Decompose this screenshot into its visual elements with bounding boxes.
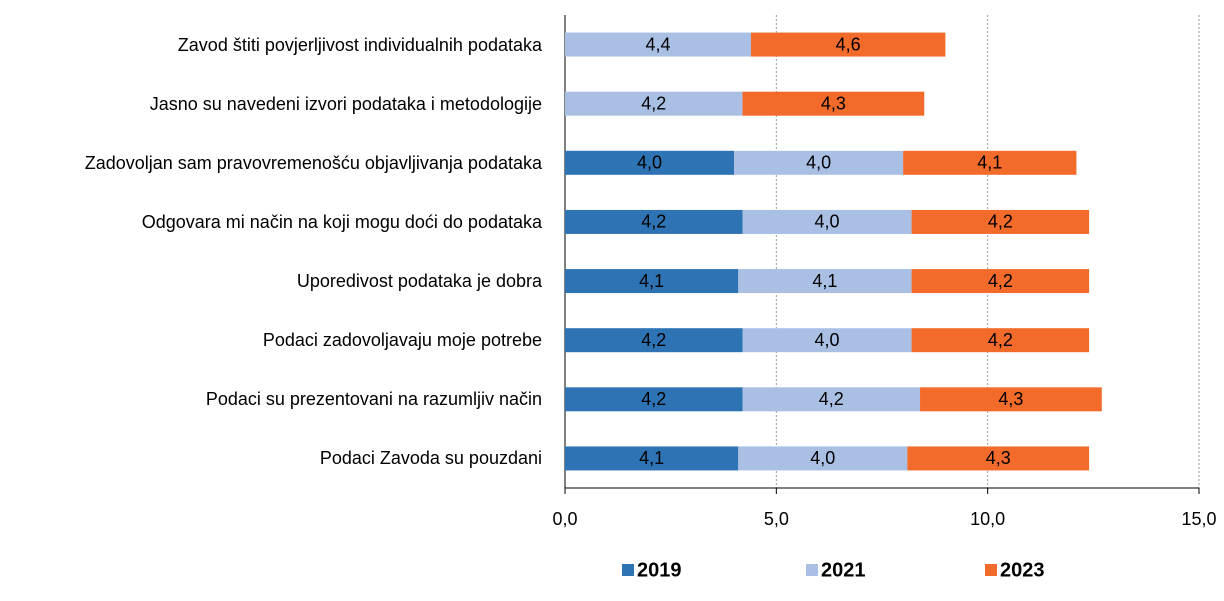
- bar-segment: [565, 91, 743, 116]
- data-label: 4,1: [639, 448, 664, 468]
- category-text: Podaci Zavoda su pouzdani: [319, 448, 542, 469]
- legend-swatch: [806, 564, 818, 576]
- legend-label: 2019: [637, 559, 682, 581]
- bar-segment: [565, 32, 751, 57]
- x-tick-label: 0,0: [552, 509, 577, 529]
- category-text: Jasno su navedeni izvori podataka i meto…: [149, 93, 542, 114]
- bar-segment: [911, 328, 1090, 353]
- data-label: 4,2: [988, 271, 1013, 291]
- data-label: 4,1: [812, 271, 837, 291]
- bar-segment: [738, 446, 908, 471]
- category-label: Podaci su prezentovani na razumljiv nači…: [206, 370, 542, 428]
- category-label: Uporedivost podataka je dobra: [297, 252, 542, 310]
- category-label: Podaci Zavoda su pouzdani: [320, 429, 542, 487]
- x-tick-label: 15,0: [1181, 509, 1216, 529]
- legend-swatch: [622, 564, 634, 576]
- bar-segment: [565, 209, 743, 234]
- bar-segment: [734, 150, 904, 175]
- bar-segment: [565, 269, 739, 294]
- data-label: 4,1: [639, 271, 664, 291]
- bar-segment: [903, 150, 1077, 175]
- category-text: Zavod štiti povjerljivost individualnih …: [177, 34, 542, 55]
- category-label: Podaci zadovoljavaju moje potrebe: [263, 311, 542, 369]
- x-tick-label: 5,0: [764, 509, 789, 529]
- category-text: Podaci su prezentovani na razumljiv nači…: [205, 389, 542, 410]
- data-label: 4,2: [988, 212, 1013, 232]
- bar-segment: [911, 209, 1090, 234]
- data-label: 4,3: [821, 93, 846, 113]
- bar-segment: [565, 328, 743, 353]
- data-label: 4,3: [986, 448, 1011, 468]
- x-tick-label: 10,0: [970, 509, 1005, 529]
- data-label: 4,0: [806, 153, 831, 173]
- legend-label: 2021: [821, 559, 866, 581]
- data-label: 4,1: [977, 153, 1002, 173]
- legend-swatch: [985, 564, 997, 576]
- data-label: 4,0: [815, 212, 840, 232]
- data-label: 4,2: [641, 93, 666, 113]
- bar-segment: [738, 269, 912, 294]
- data-label: 4,2: [641, 330, 666, 350]
- data-label: 4,2: [641, 212, 666, 232]
- bar-segment: [565, 446, 739, 471]
- data-label: 4,2: [641, 389, 666, 409]
- category-label: Zavod štiti povjerljivost individualnih …: [178, 16, 542, 74]
- category-text: Podaci zadovoljavaju moje potrebe: [262, 330, 542, 351]
- data-label: 4,2: [988, 330, 1013, 350]
- data-label: 4,2: [819, 389, 844, 409]
- data-label: 4,6: [836, 34, 861, 54]
- category-text: Uporedivost podataka je dobra: [296, 271, 542, 292]
- bar-segment: [911, 269, 1090, 294]
- bar-segment: [907, 446, 1090, 471]
- legend-label: 2023: [1000, 559, 1045, 581]
- data-label: 4,4: [645, 34, 670, 54]
- bar-segment: [920, 387, 1102, 412]
- bar-segment: [565, 387, 743, 412]
- data-label: 4,3: [998, 389, 1023, 409]
- bar-segment: [742, 387, 921, 412]
- category-text: Zadovoljan sam pravovremenošću objavljiv…: [84, 152, 542, 173]
- bar-segment: [565, 150, 735, 175]
- data-label: 4,0: [810, 448, 835, 468]
- category-text: Odgovara mi način na koji mogu doći do p…: [141, 211, 542, 232]
- category-label: Jasno su navedeni izvori podataka i meto…: [150, 75, 542, 133]
- bar-segment: [742, 91, 925, 116]
- category-label: Odgovara mi način na koji mogu doći do p…: [142, 193, 542, 251]
- category-label: Zadovoljan sam pravovremenošću objavljiv…: [85, 134, 542, 192]
- data-label: 4,0: [637, 153, 662, 173]
- bar-segment: [742, 328, 912, 353]
- bar-segment: [742, 209, 912, 234]
- bar-segment: [750, 32, 946, 57]
- data-label: 4,0: [815, 330, 840, 350]
